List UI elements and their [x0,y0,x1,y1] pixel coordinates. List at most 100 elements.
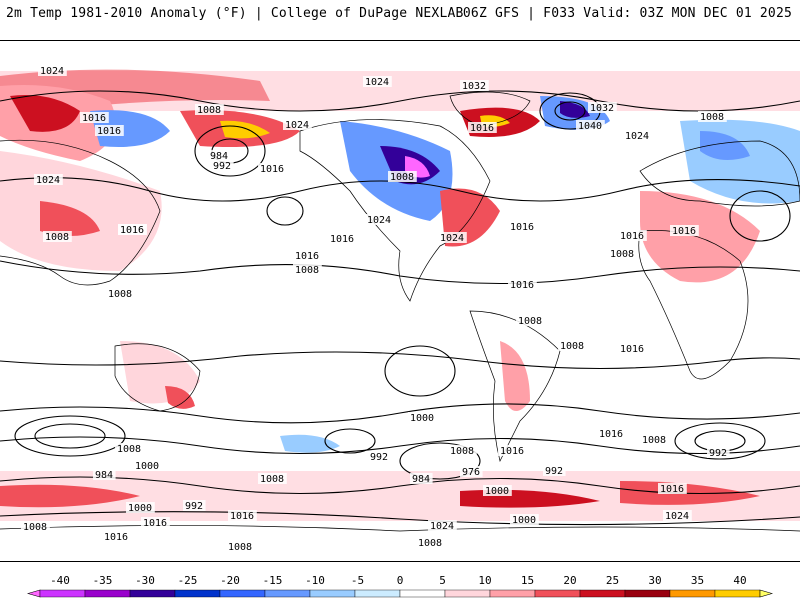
isobar-label: 1016 [599,429,623,440]
isobar-label-bg [618,343,647,354]
isobar-closed-high [384,345,456,397]
isobar-label-bg [43,231,72,242]
isobar-label: 992 [545,466,563,477]
isobar-label-bg [468,122,497,133]
isobar-label: 1032 [590,103,614,114]
isobar-label: 1016 [510,280,534,291]
isobar-label-bg [516,315,545,326]
isobar-label-bg [118,224,147,235]
colorbar-swatch [714,589,761,598]
colorbar-tick-label: 30 [648,574,661,587]
colorbar-swatch [129,589,176,598]
isobar-closed-low [674,422,766,460]
isobar-closed-high [729,190,791,242]
isobar-label-bg [618,230,647,241]
warm-anomaly-asia-core [40,201,100,236]
isobar-label: 1040 [578,121,602,132]
isobar-label-bg [363,76,392,87]
isobar-label: 1000 [410,413,434,424]
isobar-line [0,177,800,202]
colorbar-swatch [444,589,491,598]
isobar-label: 976 [462,467,480,478]
map-panel: 1024 1024 1032 1008 1016 1016 1024 1040 1032 1016… [0,40,800,562]
isobar-label: 1016 [120,225,144,236]
coastline-greenland [449,91,531,127]
isobar-label-bg [460,80,489,91]
isobar-label: 1032 [462,81,486,92]
isobar-labels: 1024 1024 1032 1008 1016 1016 1024 1040 1032 1016… [21,65,730,553]
isobar-label: 1008 [117,444,141,455]
coastline-australia [114,343,201,412]
isobar-label-bg [95,125,124,136]
warm-anomaly-siberia-core [10,95,80,132]
isobar-label: 1008 [450,446,474,457]
isobar-label: 1008 [390,172,414,183]
isobar-line [0,403,800,424]
isobar-label-bg [438,232,467,243]
isobar-line [0,436,800,455]
isobar-label-bg [388,171,417,182]
isobar-label: 1008 [518,316,542,327]
isobar-label: 992 [709,448,727,459]
isobar-label-bg [508,279,537,290]
colorbar-tick-label: -10 [305,574,325,587]
isobar-label-bg [141,517,170,528]
isobar-label: 1024 [440,233,464,244]
isobar-label-bg [80,112,109,123]
colorbar-swatch [624,589,671,598]
isobar-label: 1024 [665,511,689,522]
colorbar-swatch [39,589,86,598]
isobar-label-bg [623,130,652,141]
isobar-label-bg [576,120,605,131]
isobar-label-bg [640,434,669,445]
colorbar-swatch [399,589,446,598]
cold-anomaly-east-siberia [90,110,170,147]
isobar-label-bg [226,541,255,552]
isobar-label-bg [283,119,312,130]
coastline-asia [0,139,161,286]
isobar-label: 1000 [128,503,152,514]
warm-anomaly-south-america [500,341,530,411]
colorbar-tick-label: 40 [733,574,746,587]
isobar-label-bg [670,225,699,236]
isobar-label: 1008 [45,232,69,243]
colorbar-swatch [84,589,131,598]
isobar-label-bg [663,510,692,521]
colorbar-tick-label: -15 [263,574,283,587]
isobar-label-bg [21,521,50,532]
isobar-label: 1008 [560,341,584,352]
coastline-africa [638,230,749,380]
isobar-label: 1016 [660,484,684,495]
colorbar-swatch [264,589,311,598]
isobar-label: 1024 [365,77,389,88]
isobar-label-bg [106,288,135,299]
isobar-label-bg [510,514,539,525]
cold-anomaly-europe-core [700,131,750,160]
isobar-label-bg [416,537,445,548]
warm-anomaly-africa-middle-east [640,191,760,283]
isobar-label-bg [543,465,566,476]
isobar-closed-low [324,428,376,454]
colorbar-swatch [354,589,401,598]
isobar-label-bg [588,102,617,113]
isobar-label: 1000 [485,486,509,497]
warm-anomaly-asia [0,151,162,271]
isobar-label: 1008 [295,265,319,276]
colorbar-tick-label: 35 [691,574,704,587]
isobar-label-bg [597,428,626,439]
isobar-label-bg [707,447,730,458]
isobar-label: 984 [210,151,228,162]
isobar-label-bg [258,473,287,484]
isobar-closed-low [399,442,481,480]
isobar-label-bg [211,160,234,171]
cold-anomaly-north-atlantic-core [560,101,590,118]
isobar-label: 1016 [104,532,128,543]
isobar-label: 1016 [620,231,644,242]
isobar-label: 1016 [330,234,354,245]
isobar-label: 1008 [228,542,252,553]
isobar-label-bg [408,412,437,423]
colorbar-tick-label: 15 [521,574,534,587]
isobar-label: 1016 [510,222,534,233]
colorbar-tick-labels: -40 -35 -30 -25 -20 -15 -10 -5 0 5 10 15 20 25 30 35 40 [50,574,747,587]
colorbar-tick-label: -20 [220,574,240,587]
